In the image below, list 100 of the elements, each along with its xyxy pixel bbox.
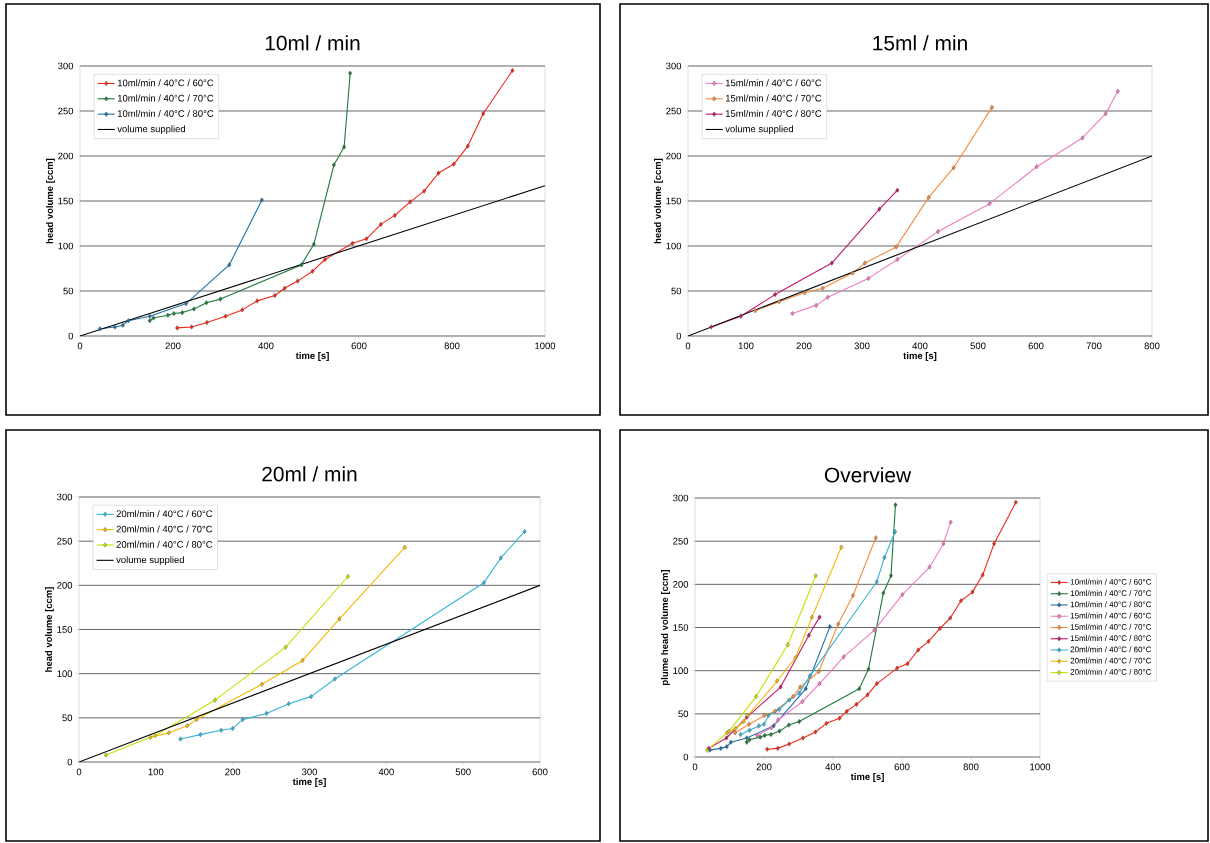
- point: [791, 694, 795, 700]
- x-tick-label: 600: [1028, 342, 1044, 350]
- point: [797, 719, 802, 725]
- point: [481, 580, 486, 586]
- y-tick-label: 150: [666, 197, 682, 205]
- x-tick-label: 300: [854, 342, 870, 350]
- legend-label: volume supplied: [116, 556, 184, 565]
- point: [724, 735, 729, 741]
- point: [825, 294, 830, 300]
- y-tick-label: 50: [63, 287, 74, 295]
- point: [841, 654, 846, 660]
- y-tick-label: 0: [676, 332, 682, 340]
- point: [264, 710, 269, 716]
- chart-title: 20ml / min: [262, 466, 357, 482]
- point: [941, 541, 946, 547]
- point: [776, 717, 781, 723]
- point: [1034, 164, 1039, 170]
- point: [213, 697, 217, 703]
- point: [990, 104, 994, 110]
- point: [378, 221, 383, 227]
- point: [724, 744, 729, 750]
- point: [331, 162, 336, 168]
- legend-label: 15ml/min / 40°C / 60°C: [725, 79, 822, 87]
- point: [192, 306, 196, 312]
- point: [756, 723, 761, 729]
- y-tick-label: 0: [68, 332, 74, 340]
- y-axis-title: head volume [ccm]: [45, 587, 54, 672]
- point: [178, 736, 183, 742]
- point: [309, 694, 313, 700]
- legend-label: 20ml/min / 40°C / 60°C: [116, 510, 213, 518]
- point: [775, 745, 780, 751]
- point: [992, 541, 997, 547]
- point: [874, 579, 879, 585]
- point: [893, 529, 898, 535]
- point: [787, 697, 792, 703]
- point: [1080, 135, 1085, 141]
- point: [850, 270, 855, 276]
- point: [895, 187, 900, 193]
- y-tick-label: 50: [671, 287, 682, 295]
- point: [844, 708, 849, 714]
- x-tick-label: 200: [225, 768, 241, 776]
- x-tick-label: 800: [1144, 342, 1160, 350]
- x-tick-label: 200: [756, 763, 772, 771]
- point: [738, 313, 743, 319]
- point: [408, 199, 413, 205]
- point: [951, 165, 956, 171]
- point: [927, 564, 932, 570]
- point: [926, 638, 931, 644]
- point: [773, 292, 777, 298]
- legend-label: 20ml/min / 40°C / 80°C: [116, 540, 213, 548]
- point: [785, 642, 790, 648]
- point: [790, 310, 795, 316]
- y-tick-label: 50: [62, 714, 73, 722]
- point: [728, 739, 733, 745]
- point: [218, 296, 223, 302]
- point: [806, 632, 811, 638]
- point: [938, 625, 942, 631]
- y-tick-label: 300: [58, 62, 74, 70]
- point: [718, 745, 723, 751]
- legend-label: 10ml/min / 40°C / 70°C: [117, 94, 214, 102]
- point: [786, 722, 791, 728]
- legend-label: 20ml/min / 40°C / 70°C: [116, 525, 213, 533]
- point: [402, 544, 407, 550]
- y-tick-label: 100: [58, 242, 74, 250]
- x-tick-label: 300: [301, 768, 318, 776]
- point: [872, 627, 877, 633]
- y-tick-label: 100: [673, 667, 689, 675]
- point: [112, 324, 117, 330]
- point: [311, 241, 316, 247]
- x-tick-label: 400: [258, 342, 274, 350]
- point: [259, 681, 264, 687]
- x-tick-label: 800: [963, 763, 979, 771]
- point: [882, 555, 887, 561]
- point: [205, 319, 209, 325]
- point: [881, 590, 886, 596]
- point: [282, 285, 287, 291]
- point: [510, 67, 515, 73]
- point: [342, 144, 347, 150]
- point: [465, 143, 470, 149]
- y-tick-label: 150: [58, 197, 74, 205]
- point: [323, 256, 327, 262]
- point: [800, 699, 805, 705]
- y-tick-label: 300: [666, 62, 682, 70]
- point: [165, 312, 170, 318]
- chart-title: Overview: [824, 467, 912, 483]
- x-tick-label: 400: [912, 342, 928, 350]
- point: [889, 573, 893, 579]
- point: [451, 161, 456, 167]
- point: [797, 690, 802, 696]
- y-tick-label: 250: [673, 537, 689, 545]
- y-tick-label: 100: [666, 242, 682, 250]
- point: [259, 197, 264, 203]
- point: [905, 661, 910, 667]
- x-tick-label: 200: [796, 342, 812, 350]
- y-tick-label: 100: [57, 670, 73, 678]
- y-tick-label: 300: [673, 494, 689, 502]
- point: [346, 574, 350, 579]
- point: [851, 593, 855, 599]
- y-axis-title: head volume [ccm]: [46, 158, 55, 244]
- y-tick-label: 200: [57, 581, 73, 589]
